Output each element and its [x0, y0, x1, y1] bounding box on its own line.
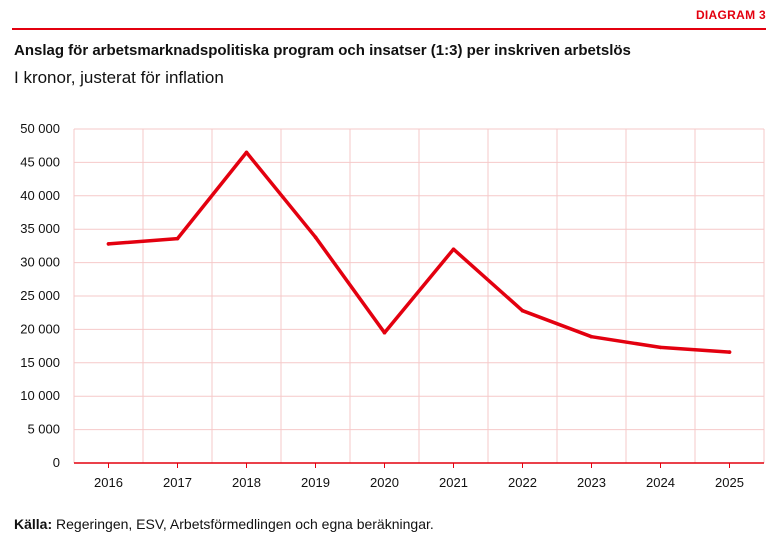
y-tick-label: 30 000: [20, 255, 60, 270]
chart-subtitle: I kronor, justerat för inflation: [14, 68, 224, 87]
source-label: Källa:: [14, 516, 53, 532]
top-rule: [12, 28, 766, 30]
y-tick-label: 25 000: [20, 288, 60, 303]
data-point: [244, 150, 249, 155]
y-tick-label: 5 000: [27, 422, 60, 437]
x-tick-label: 2025: [715, 475, 744, 490]
y-tick-label: 35 000: [20, 221, 60, 236]
source-note: Källa: Regeringen, ESV, Arbetsförmedling…: [14, 516, 434, 532]
data-point: [175, 236, 180, 241]
x-tick-label: 2017: [163, 475, 192, 490]
x-tick-label: 2021: [439, 475, 468, 490]
x-tick-label: 2022: [508, 475, 537, 490]
x-tick-label: 2024: [646, 475, 675, 490]
y-tick-label: 10 000: [20, 388, 60, 403]
data-point: [382, 330, 387, 335]
y-tick-label: 40 000: [20, 188, 60, 203]
data-point: [451, 247, 456, 252]
source-text: Regeringen, ESV, Arbetsförmedlingen och …: [56, 516, 434, 532]
data-point: [658, 345, 663, 350]
y-tick-label: 20 000: [20, 321, 60, 336]
y-tick-label: 45 000: [20, 154, 60, 169]
x-tick-label: 2023: [577, 475, 606, 490]
y-tick-label: 0: [53, 455, 60, 470]
x-tick-label: 2018: [232, 475, 261, 490]
y-tick-label: 50 000: [20, 121, 60, 136]
data-point: [313, 235, 318, 240]
series-line: [106, 150, 732, 354]
diagram-label: DIAGRAM 3: [695, 8, 766, 22]
x-tick-label: 2016: [94, 475, 123, 490]
x-tick-label: 2020: [370, 475, 399, 490]
data-point: [520, 308, 525, 313]
data-point: [106, 242, 111, 246]
x-tick-label: 2019: [301, 475, 330, 490]
chart-title: Anslag för arbetsmarknadspolitiska progr…: [14, 42, 631, 59]
data-point: [589, 334, 594, 339]
data-point: [727, 350, 732, 354]
y-tick-label: 15 000: [20, 355, 60, 370]
